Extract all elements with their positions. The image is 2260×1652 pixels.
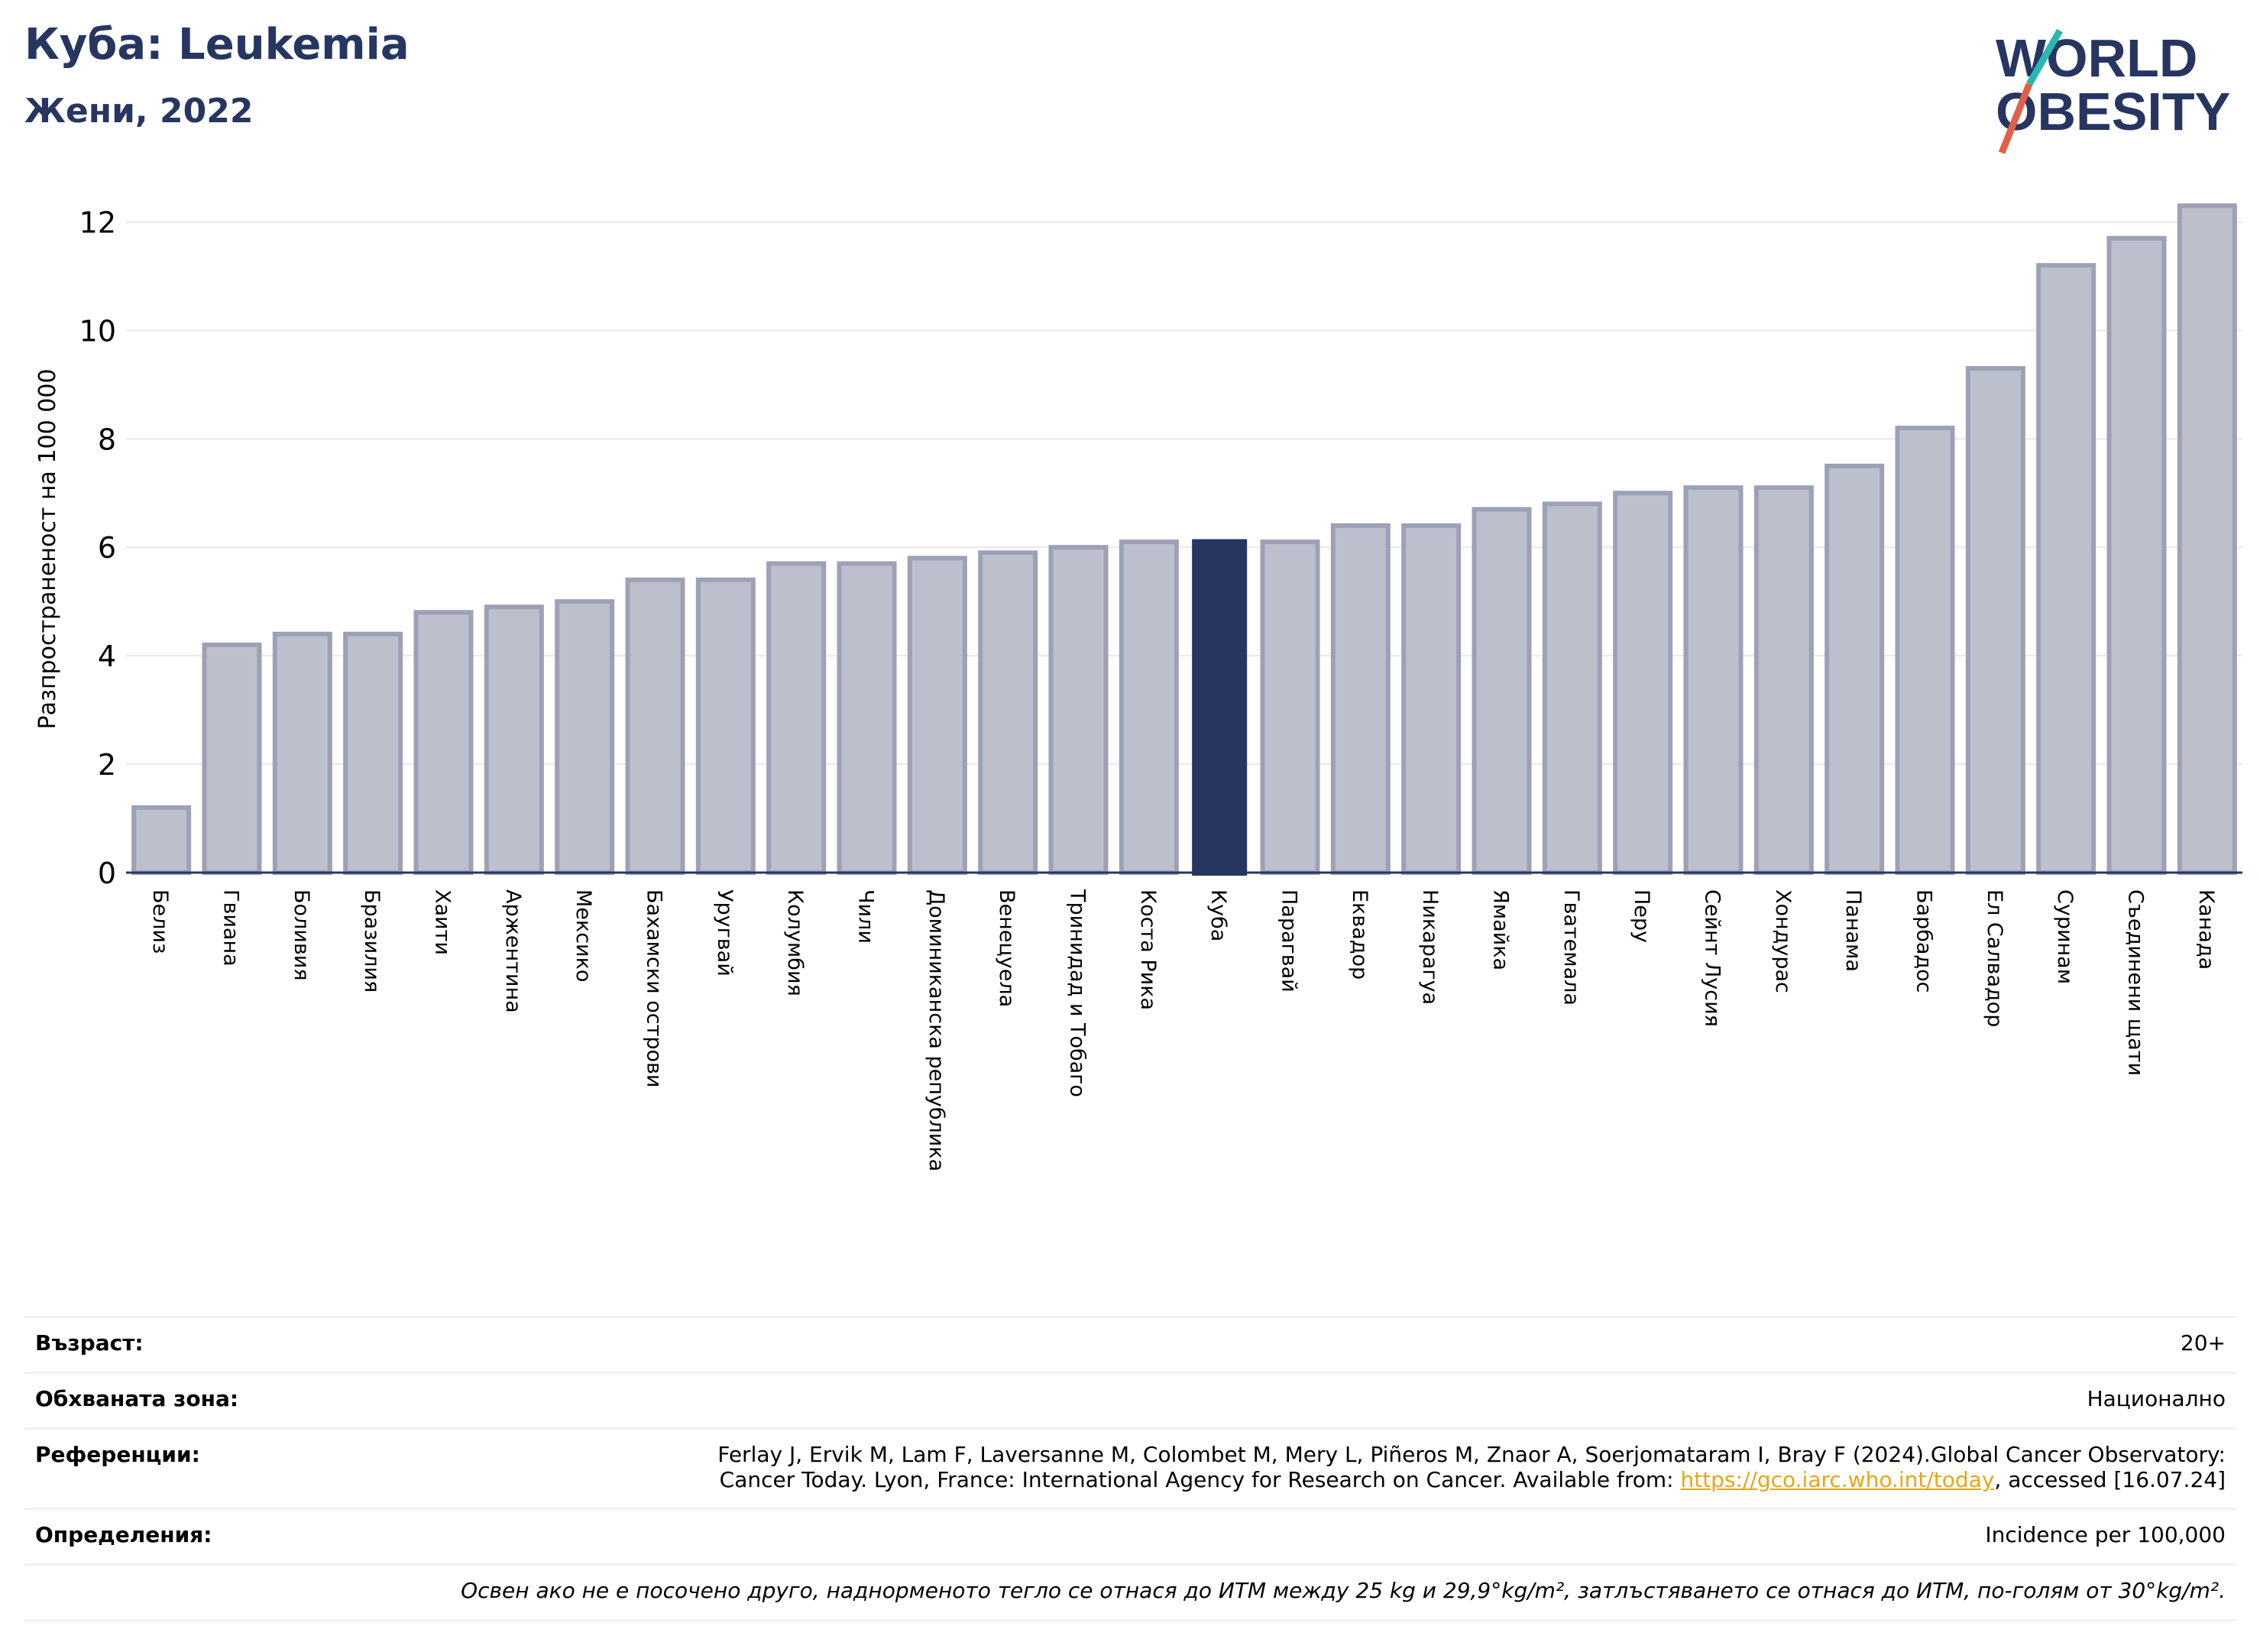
logo-slash-teal-icon [2026,28,2063,86]
reference-line-1: Ferlay J, Ervik M, Lam F, Laversanne M, … [717,1442,2226,1467]
x-tick-label: Тринидад и Тобаго [1066,889,1090,1097]
bar [1895,426,1955,875]
bar [413,610,474,876]
bar [2106,235,2167,875]
x-tick-label: Гвиана [219,889,243,967]
y-tick-label: 0 [98,857,116,890]
bar [2177,203,2237,875]
info-row-area: Обхваната зона: Национално [24,1372,2236,1427]
bar [131,805,192,876]
bar-highlight [1192,539,1248,876]
bar [695,577,756,875]
y-tick-label: 8 [98,423,116,456]
x-tick-label: Бразилия [360,889,384,993]
y-tick-label: 12 [79,206,116,239]
bar [1401,523,1462,876]
bar [1330,523,1391,876]
x-tick-label: Перу [1630,889,1653,943]
bar [272,631,332,875]
bar [2036,263,2096,875]
x-tick-label: Еквадор [1348,889,1371,980]
x-tick-label: Никарагуа [1418,889,1442,1005]
references-value: Ferlay J, Ervik M, Lam F, Laversanne M, … [717,1442,2226,1492]
info-row-note: Освен ако не е посочено друго, наднормен… [24,1563,2236,1621]
bmi-note: Освен ако не е посочено друго, наднормен… [461,1578,2226,1603]
reference-line-2-pre: Cancer Today. Lyon, France: Internationa… [719,1467,1681,1492]
x-tick-label: Гватемала [1559,889,1583,1006]
bar [1472,507,1532,875]
definitions-value: Incidence per 100,000 [1985,1522,2226,1547]
references-label: Референции: [35,1442,200,1467]
bar [978,550,1038,875]
x-tick-label: Парагвай [1277,889,1301,993]
bar [202,642,262,876]
bar-chart: 0 2 4 6 8 10 12 Разпространеност на 100 000 Бели… [34,203,2242,1171]
x-tick-label: Аржентина [501,889,525,1013]
definitions-label: Определения: [35,1522,212,1547]
x-tick-label: Коста Рика [1136,889,1160,1010]
bar [343,631,403,875]
info-row-age: Възраст: 20+ [24,1316,2236,1372]
page-title: Куба: Leukemia [24,20,410,70]
x-tick-label: Панама [1841,889,1865,972]
bar [1753,485,1814,876]
x-tick-label: Белиз [148,889,172,954]
x-tick-label: Доминиканска република [924,889,948,1171]
x-tick-label: Сейнт Лусия [1701,889,1724,1027]
bar [1048,545,1109,875]
page-subtitle: Жени, 2022 [24,92,254,131]
x-tick-label: Хаити [431,889,455,955]
x-tick-label: Венецуела [995,889,1018,1007]
info-row-references: Референции: Ferlay J, Ervik M, Lam F, La… [24,1427,2236,1508]
bar [625,577,685,875]
world-obesity-logo: WORLD OBESITY [1996,28,2230,154]
bar [1965,366,2025,875]
age-value: 20+ [2180,1330,2226,1356]
bar [1613,491,1673,876]
x-tick-label: Чили [854,889,878,944]
logo-text-obesity: OBESITY [1996,82,2230,141]
logo-slash-red-icon [1998,83,2033,154]
x-tick-label: Куба [1206,889,1230,941]
x-tick-label: Уругвай [713,889,737,977]
x-tick-label: Съединени щати [2124,889,2148,1076]
bar [555,599,615,875]
x-tick-label: Бахамски острови [643,889,666,1087]
x-tick-label: Боливия [290,889,313,981]
bar [1260,539,1320,875]
y-tick-label: 2 [98,748,116,782]
x-tick-label: Ел Салвадор [1983,889,2006,1027]
reference-link[interactable]: https://gco.iarc.who.int/today [1680,1467,1995,1492]
x-tick-label: Колумбия [783,889,807,996]
bar [1825,463,1885,875]
area-label: Обхваната зона: [35,1386,239,1411]
bar [1119,539,1179,875]
bar [484,604,544,876]
x-tick-label: Канада [2194,889,2218,970]
info-table: Възраст: 20+ Обхваната зона: Национално … [24,1316,2236,1621]
y-axis-label: Разпространеност на 100 000 [34,369,61,730]
bar [1683,485,1744,876]
bar [907,556,967,875]
age-label: Възраст: [35,1330,144,1356]
y-tick-label: 6 [98,531,116,565]
area-value: Национално [2087,1386,2226,1411]
x-tick-label: Барбадос [1912,889,1936,993]
y-tick-label: 4 [98,640,116,673]
y-tick-label: 10 [79,314,116,348]
x-tick-label: Мексико [571,889,595,982]
info-row-definitions: Определения: Incidence per 100,000 [24,1508,2236,1563]
x-tick-label: Ямайка [1489,889,1513,970]
bar [837,561,897,875]
bar [766,561,827,875]
x-tick-label: Хондурас [1771,889,1795,993]
x-tick-label: Суринам [2053,889,2077,984]
bar [1542,501,1602,875]
reference-line-2-post: , accessed [16.07.24] [1994,1467,2226,1492]
